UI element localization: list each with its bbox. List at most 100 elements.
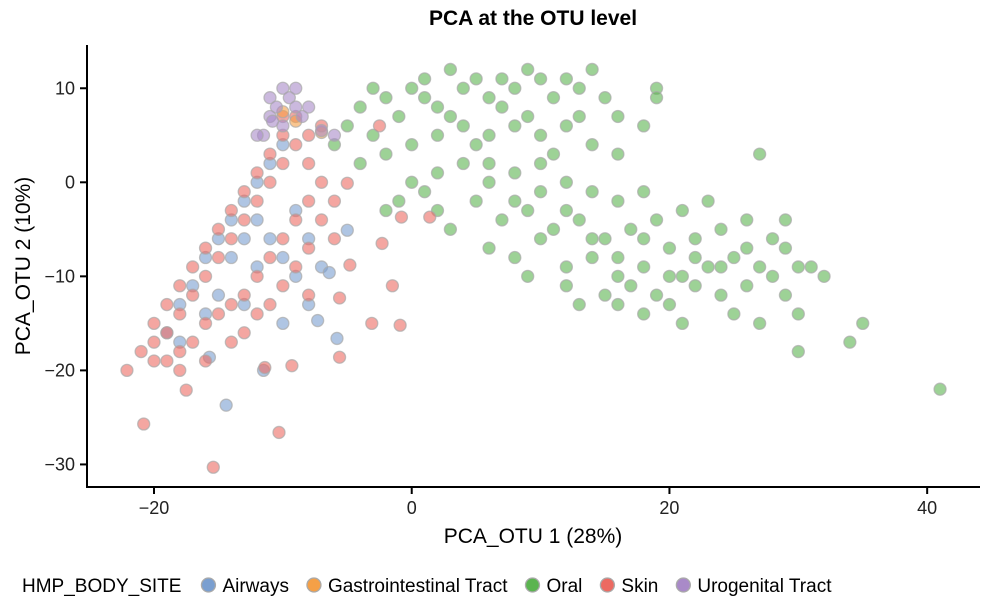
point-oral: [662, 241, 677, 255]
x-tick-label: 40: [917, 498, 937, 518]
point-skin: [263, 147, 277, 161]
point-oral: [379, 147, 393, 161]
legend-label: Airways: [222, 576, 289, 597]
point-oral: [443, 109, 458, 124]
point-oral: [521, 62, 535, 77]
point-urogenital-tract: [263, 91, 277, 105]
point-skin: [263, 297, 277, 312]
point-oral: [495, 213, 509, 227]
point-oral: [353, 100, 367, 114]
point-oral: [662, 269, 677, 283]
point-skin: [147, 335, 161, 349]
point-oral: [572, 109, 586, 124]
point-skin: [211, 250, 226, 265]
point-skin: [160, 297, 174, 312]
point-oral: [856, 316, 870, 331]
x-tick-label: 0: [407, 498, 417, 518]
point-oral: [585, 250, 599, 265]
point-oral: [533, 185, 548, 199]
point-urogenital-tract: [314, 123, 329, 138]
point-oral: [598, 288, 612, 302]
point-oral: [508, 81, 522, 95]
point-urogenital-tract: [289, 81, 303, 95]
point-skin: [147, 316, 161, 331]
point-oral: [495, 100, 509, 114]
point-oral: [430, 128, 445, 142]
point-skin: [120, 363, 134, 378]
point-skin: [327, 194, 342, 208]
point-oral: [714, 260, 728, 274]
point-oral: [585, 138, 599, 152]
point-oral: [843, 335, 857, 349]
point-oral: [559, 72, 574, 86]
point-skin: [186, 335, 200, 349]
point-skin: [375, 236, 389, 251]
point-oral: [649, 288, 664, 302]
point-oral: [649, 213, 664, 227]
point-oral: [933, 382, 947, 396]
point-skin: [224, 203, 238, 218]
point-oral: [443, 222, 458, 236]
points-layer: [120, 62, 947, 474]
point-airways: [330, 331, 344, 346]
point-airways: [340, 223, 354, 237]
point-skin: [224, 232, 238, 246]
point-skin: [301, 156, 316, 171]
point-skin: [301, 288, 316, 302]
point-oral: [637, 119, 651, 133]
point-oral: [675, 269, 689, 283]
point-skin: [276, 279, 290, 293]
point-oral: [430, 100, 445, 114]
point-oral: [752, 147, 767, 161]
point-oral: [559, 175, 574, 189]
point-oral: [533, 232, 548, 246]
point-oral: [559, 279, 574, 293]
point-skin: [224, 297, 238, 312]
point-oral: [482, 156, 496, 171]
point-skin: [423, 210, 437, 224]
chart-title: PCA at the OTU level: [429, 7, 637, 30]
y-tick-label: −10: [44, 266, 75, 286]
point-airways: [276, 250, 290, 265]
point-oral: [740, 279, 754, 293]
point-skin: [186, 260, 200, 274]
y-tick-label: −20: [44, 360, 75, 380]
point-oral: [585, 62, 599, 77]
point-skin: [314, 213, 329, 227]
point-oral: [508, 119, 522, 133]
point-urogenital-tract: [289, 100, 303, 114]
point-oral: [701, 194, 715, 208]
point-oral: [649, 91, 664, 105]
point-urogenital-tract: [295, 109, 309, 124]
point-skin: [211, 307, 226, 321]
point-skin: [198, 354, 213, 368]
point-oral: [469, 72, 483, 86]
point-oral: [675, 203, 689, 218]
point-skin: [301, 241, 316, 255]
point-skin: [198, 269, 213, 283]
point-oral: [521, 203, 535, 218]
point-urogenital-tract: [265, 114, 280, 128]
x-tick-label: 20: [659, 498, 679, 518]
point-airways: [224, 250, 238, 265]
point-skin: [289, 260, 303, 274]
point-oral: [714, 222, 728, 236]
point-skin: [301, 194, 316, 208]
x-axis-label: PCA_OTU 1 (28%): [444, 525, 623, 548]
point-oral: [752, 260, 767, 274]
point-airways: [219, 398, 233, 412]
point-oral: [546, 91, 561, 105]
point-oral: [482, 241, 496, 255]
legend-key-oral: [524, 577, 541, 593]
point-oral: [637, 307, 651, 321]
point-urogenital-tract: [269, 100, 284, 114]
point-urogenital-tract: [301, 100, 316, 114]
point-skin: [385, 279, 400, 293]
point-oral: [778, 288, 793, 302]
point-skin: [173, 307, 187, 321]
point-skin: [394, 210, 409, 224]
point-skin: [372, 119, 387, 133]
point-skin: [263, 175, 277, 189]
point-oral: [688, 250, 702, 265]
